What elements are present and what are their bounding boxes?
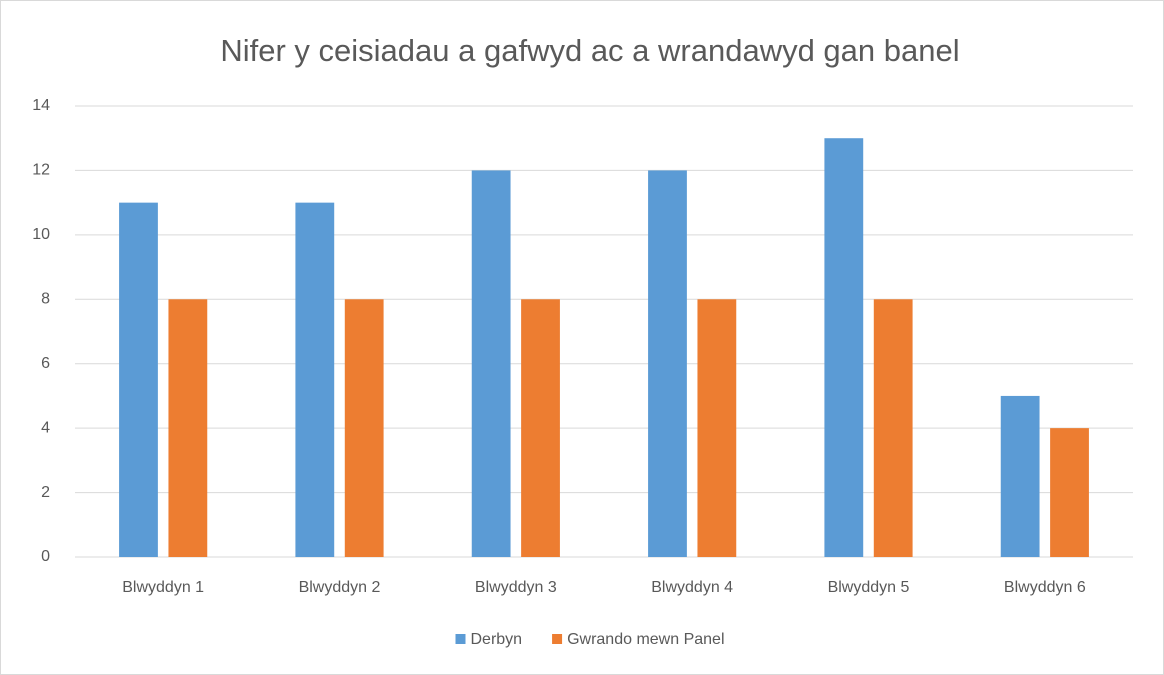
bar	[648, 170, 687, 557]
x-tick-label: Blwyddyn 2	[299, 579, 381, 596]
bar	[521, 299, 560, 557]
x-tick-label: Blwyddyn 5	[828, 579, 910, 596]
bar	[697, 299, 737, 557]
bar	[344, 299, 384, 557]
bar	[1000, 395, 1040, 557]
legend-swatch	[455, 634, 466, 644]
x-tick-label: Blwyddyn 3	[475, 579, 557, 596]
y-tick-label: 6	[41, 355, 50, 372]
y-tick-label: 2	[41, 484, 50, 501]
bar	[119, 202, 158, 557]
chart-title: Nifer y ceisiadau a gafwyd ac a wrandawy…	[220, 33, 959, 68]
y-tick-label: 10	[32, 226, 50, 243]
legend-swatch	[552, 634, 563, 644]
bar	[168, 299, 208, 557]
bar	[1050, 428, 1089, 557]
y-tick-label: 8	[41, 291, 50, 308]
x-tick-label: Blwyddyn 4	[651, 579, 733, 596]
x-tick-label: Blwyddyn 1	[122, 579, 204, 596]
bar	[873, 299, 913, 557]
y-tick-label: 4	[41, 419, 50, 436]
legend-label: Derbyn	[471, 631, 523, 648]
x-tick-label: Blwyddyn 6	[1004, 579, 1086, 596]
y-tick-label: 0	[41, 548, 50, 565]
bar	[295, 202, 335, 557]
bar	[824, 138, 864, 557]
y-tick-label: 14	[32, 97, 50, 114]
y-tick-label: 12	[32, 162, 50, 179]
bar	[471, 170, 511, 557]
legend-label: Gwrando mewn Panel	[567, 631, 724, 648]
